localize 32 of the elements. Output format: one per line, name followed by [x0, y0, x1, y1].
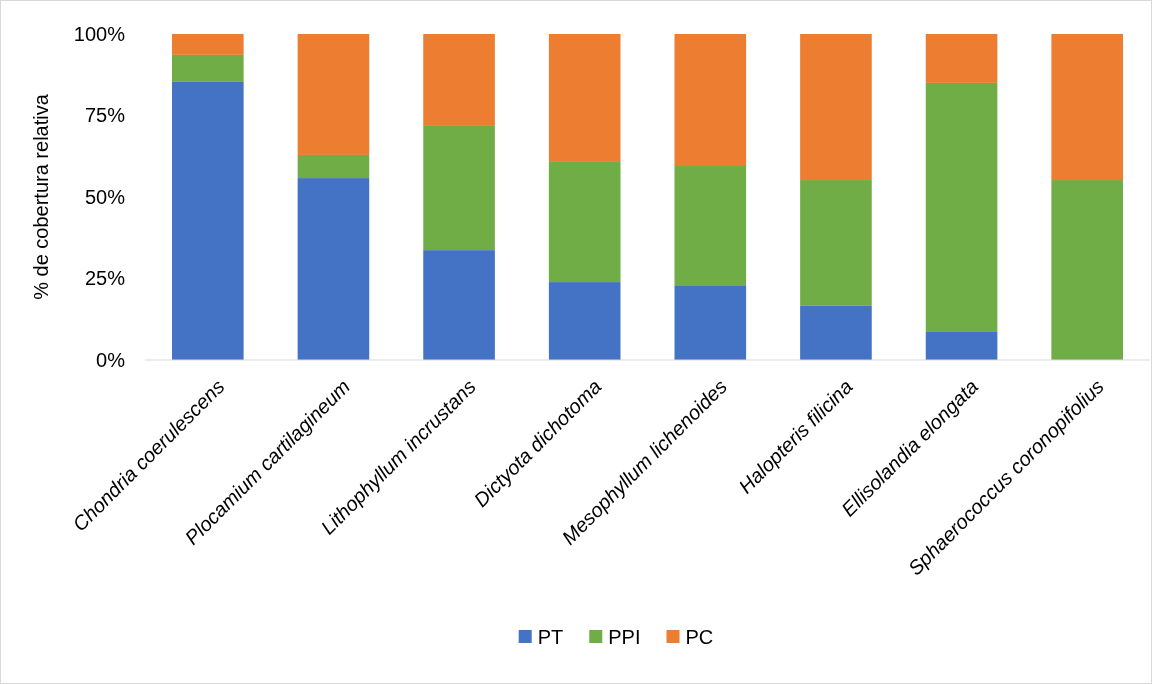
- legend-label: PC: [685, 626, 714, 648]
- bar: [548, 282, 621, 360]
- bar: [172, 81, 244, 360]
- bar: [1051, 34, 1123, 181]
- bar: [674, 166, 747, 286]
- bar: [674, 34, 747, 167]
- bar: [925, 82, 998, 332]
- bar: [800, 180, 872, 306]
- y-tick-label: 75%: [84, 104, 126, 127]
- bar: [548, 34, 621, 162]
- y-tick-label: 100%: [73, 22, 126, 45]
- legend-label: PT: [537, 626, 564, 648]
- bar: [297, 178, 370, 360]
- bar: [674, 286, 747, 360]
- bar: [172, 34, 244, 55]
- bar: [1051, 180, 1123, 360]
- bar: [423, 250, 495, 360]
- bar: [297, 154, 370, 179]
- y-axis-title: % de cobertura relativa: [30, 93, 52, 300]
- bar: [800, 34, 872, 181]
- bar: [800, 305, 872, 360]
- bar: [423, 34, 495, 126]
- bar: [172, 54, 244, 82]
- y-tick-label: 50%: [84, 185, 126, 208]
- legend-label: PPI: [608, 626, 641, 648]
- y-tick-label: 0%: [96, 348, 126, 371]
- bar: [925, 331, 998, 360]
- y-tick-label: 25%: [84, 267, 126, 290]
- bar: [548, 161, 621, 283]
- bar: [423, 125, 495, 251]
- bar: [925, 34, 998, 83]
- bar: [297, 34, 370, 155]
